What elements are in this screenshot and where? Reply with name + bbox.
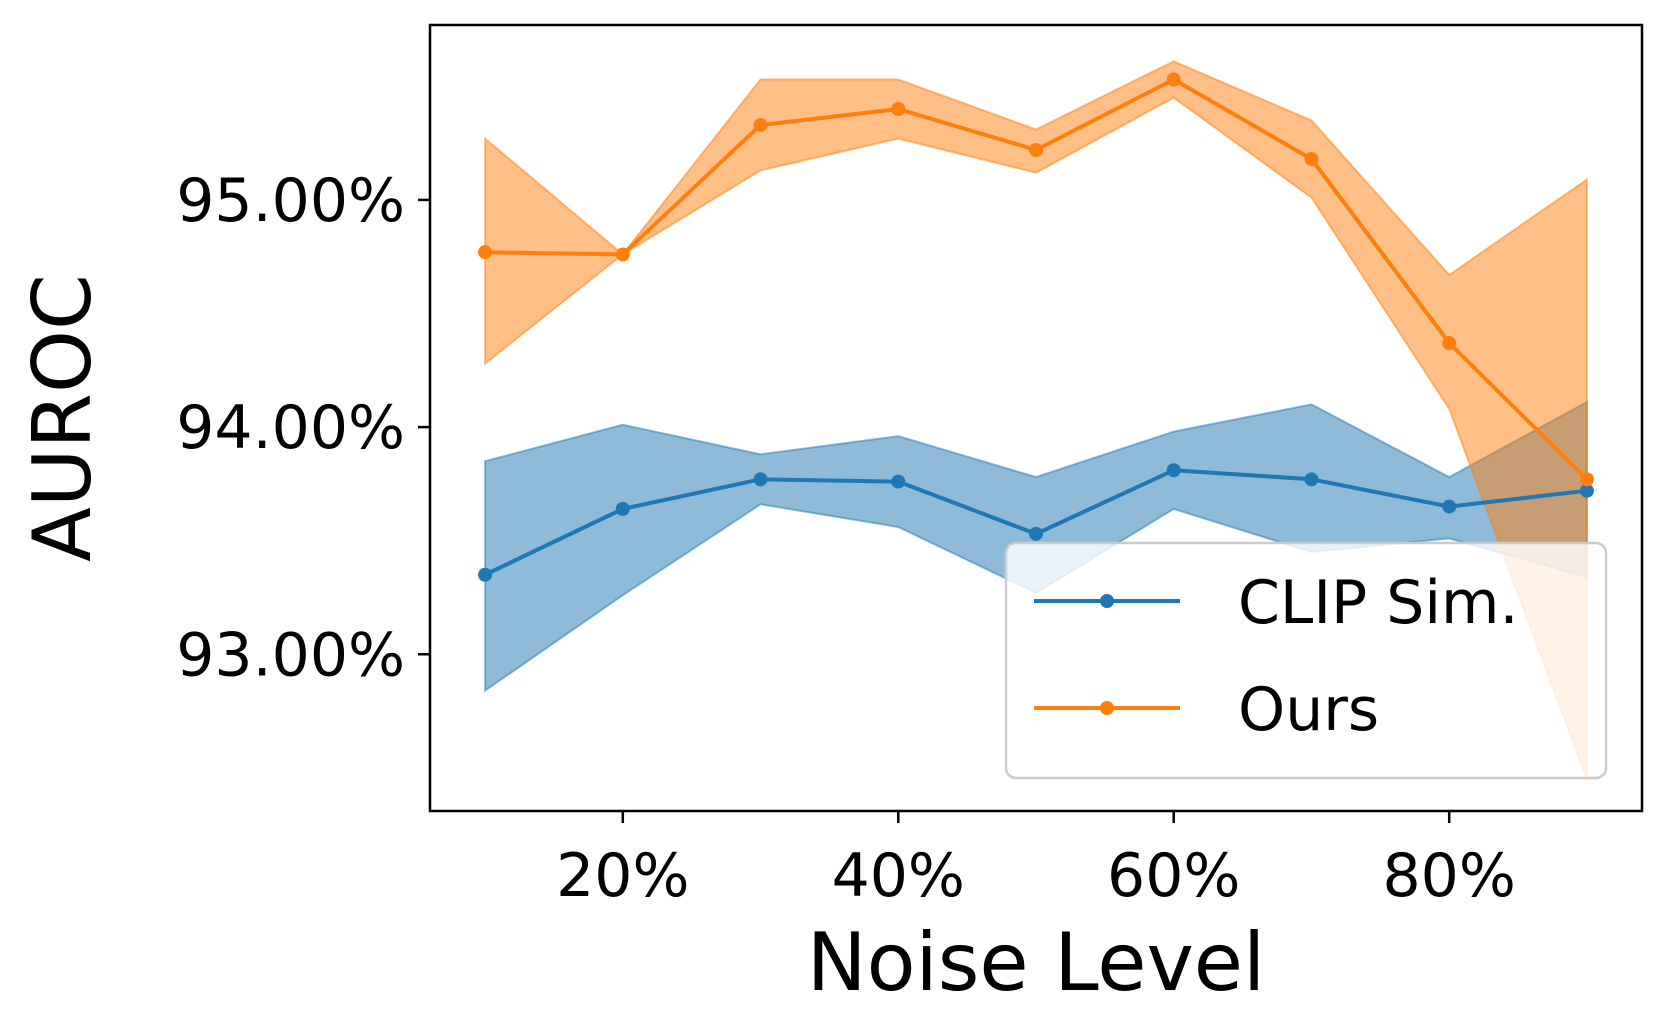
data-point <box>478 245 493 260</box>
data-point <box>615 247 630 262</box>
data-point <box>1166 463 1181 478</box>
x-tick-label: 40% <box>832 841 965 911</box>
data-point <box>1029 142 1043 157</box>
data-point <box>1442 499 1457 514</box>
legend: CLIP Sim. Ours <box>1004 541 1608 780</box>
x-axis-label: Noise Level <box>807 916 1266 1009</box>
x-tick-label: 80% <box>1383 841 1516 911</box>
data-point <box>615 501 630 516</box>
data-point <box>1304 472 1319 487</box>
data-point <box>1579 472 1594 487</box>
data-point <box>753 472 768 487</box>
x-tick-label: 20% <box>556 841 689 911</box>
data-point <box>1579 483 1594 498</box>
y-tick-label: 95.00% <box>176 166 405 236</box>
data-point <box>1442 336 1457 351</box>
data-point <box>1166 72 1181 87</box>
data-point <box>478 567 493 582</box>
data-point <box>1304 152 1319 167</box>
x-tick-label: 60% <box>1107 841 1240 911</box>
data-point <box>891 102 906 117</box>
data-point <box>753 117 768 132</box>
y-axis-ticks: 93.00% 94.00% 95.00% <box>176 166 430 690</box>
y-tick-label: 94.00% <box>176 393 405 463</box>
legend-marker <box>1100 594 1114 608</box>
data-point <box>891 474 906 489</box>
y-axis-label: AUROC <box>16 274 109 562</box>
x-axis-ticks: 20% 40% 60% 80% <box>556 811 1516 911</box>
data-point <box>1029 526 1043 541</box>
y-tick-label: 93.00% <box>176 620 405 690</box>
legend-marker <box>1100 701 1114 715</box>
series-points <box>478 72 1594 582</box>
legend-label: Ours <box>1238 675 1379 745</box>
plot-frame <box>428 23 1644 813</box>
legend-label: CLIP Sim. <box>1238 568 1519 638</box>
